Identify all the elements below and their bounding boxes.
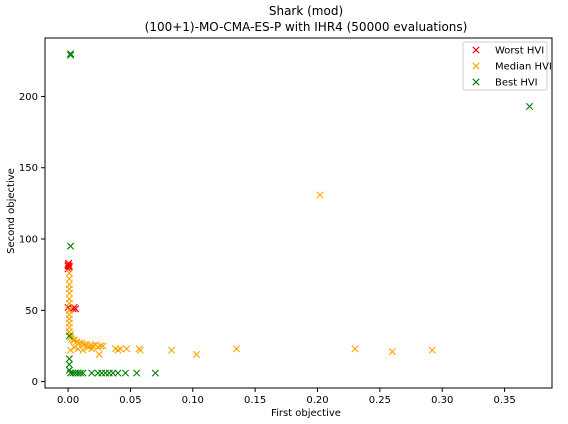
x-tick-label: 0.10 bbox=[182, 395, 204, 406]
point-median-hvi bbox=[95, 350, 103, 359]
point-best-hvi bbox=[66, 50, 75, 58]
point-median-hvi bbox=[65, 299, 73, 307]
point-best-hvi bbox=[79, 369, 87, 377]
point-best-hvi bbox=[88, 369, 96, 377]
legend-marker bbox=[472, 78, 480, 86]
y-axis-label: Second objective bbox=[6, 168, 17, 254]
point-median-hvi bbox=[388, 348, 396, 356]
point-best-hvi bbox=[151, 369, 159, 377]
point-best-hvi bbox=[121, 369, 130, 377]
point-median-hvi bbox=[192, 350, 201, 359]
point-median-hvi bbox=[351, 345, 359, 353]
legend: Worst HVI Median HVI Best HVI bbox=[462, 41, 552, 91]
x-axis-label: First objective bbox=[271, 408, 341, 419]
point-median-hvi bbox=[80, 340, 88, 349]
point-median-hvi bbox=[70, 343, 78, 351]
point-best-hvi bbox=[65, 355, 73, 363]
point-median-hvi bbox=[96, 342, 105, 350]
point-best-hvi bbox=[66, 242, 75, 250]
point-median-hvi bbox=[232, 345, 241, 353]
axis-ticks: 0.00 0.05 0.10 0.15 0.20 0.25 0.30 0.35 0 50 100 15… bbox=[19, 92, 516, 406]
chart-subtitle: (100+1)-MO-CMA-ES-P with IHR4 (50000 eva… bbox=[145, 20, 468, 34]
point-median-hvi bbox=[123, 345, 131, 353]
axes-frame bbox=[44, 37, 553, 389]
point-best-hvi bbox=[76, 369, 85, 377]
point-best-hvi bbox=[66, 51, 75, 59]
series-median-hvi bbox=[65, 191, 436, 359]
legend-box bbox=[462, 41, 548, 91]
legend-label: Worst HVI bbox=[495, 46, 544, 57]
point-median-hvi bbox=[428, 346, 436, 354]
x-tick-label: 0.15 bbox=[244, 395, 266, 406]
point-median-hvi bbox=[88, 345, 96, 353]
x-tick-label: 0.25 bbox=[369, 395, 391, 406]
x-tick-label: 0.30 bbox=[431, 395, 453, 406]
legend-label: Median HVI bbox=[495, 62, 552, 73]
point-best-hvi bbox=[65, 332, 73, 340]
x-tick-label: 0.05 bbox=[119, 395, 141, 406]
point-median-hvi bbox=[168, 346, 176, 354]
chart-title: Shark (mod) bbox=[269, 4, 343, 18]
y-tick-label: 0 bbox=[32, 377, 38, 388]
point-median-hvi bbox=[99, 342, 107, 350]
point-median-hvi bbox=[316, 191, 324, 199]
point-worst-hvi bbox=[65, 262, 73, 270]
x-tick-label: 0.35 bbox=[493, 395, 515, 406]
series-best-hvi bbox=[65, 50, 534, 377]
y-tick-label: 100 bbox=[19, 235, 38, 246]
point-median-hvi bbox=[65, 275, 73, 283]
y-tick-label: 200 bbox=[19, 92, 38, 103]
point-worst-hvi bbox=[71, 305, 80, 313]
y-tick-label: 150 bbox=[19, 163, 38, 174]
point-median-hvi bbox=[65, 269, 73, 277]
x-tick-label: 0.00 bbox=[57, 395, 79, 406]
point-best-hvi bbox=[65, 360, 73, 369]
legend-label: Best HVI bbox=[495, 78, 538, 89]
plot-area bbox=[64, 50, 534, 377]
point-median-hvi bbox=[116, 345, 125, 353]
point-median-hvi bbox=[65, 289, 73, 297]
point-median-hvi bbox=[66, 346, 75, 354]
point-best-hvi bbox=[133, 369, 141, 377]
point-median-hvi bbox=[136, 346, 145, 354]
y-tick-label: 50 bbox=[25, 306, 38, 317]
point-median-hvi bbox=[84, 343, 92, 351]
point-median-hvi bbox=[79, 346, 87, 354]
x-tick-label: 0.20 bbox=[306, 395, 328, 406]
point-median-hvi bbox=[74, 345, 82, 353]
legend-marker bbox=[472, 62, 480, 70]
legend-marker bbox=[472, 46, 480, 54]
point-best-hvi bbox=[114, 369, 122, 377]
point-best-hvi bbox=[525, 102, 534, 111]
